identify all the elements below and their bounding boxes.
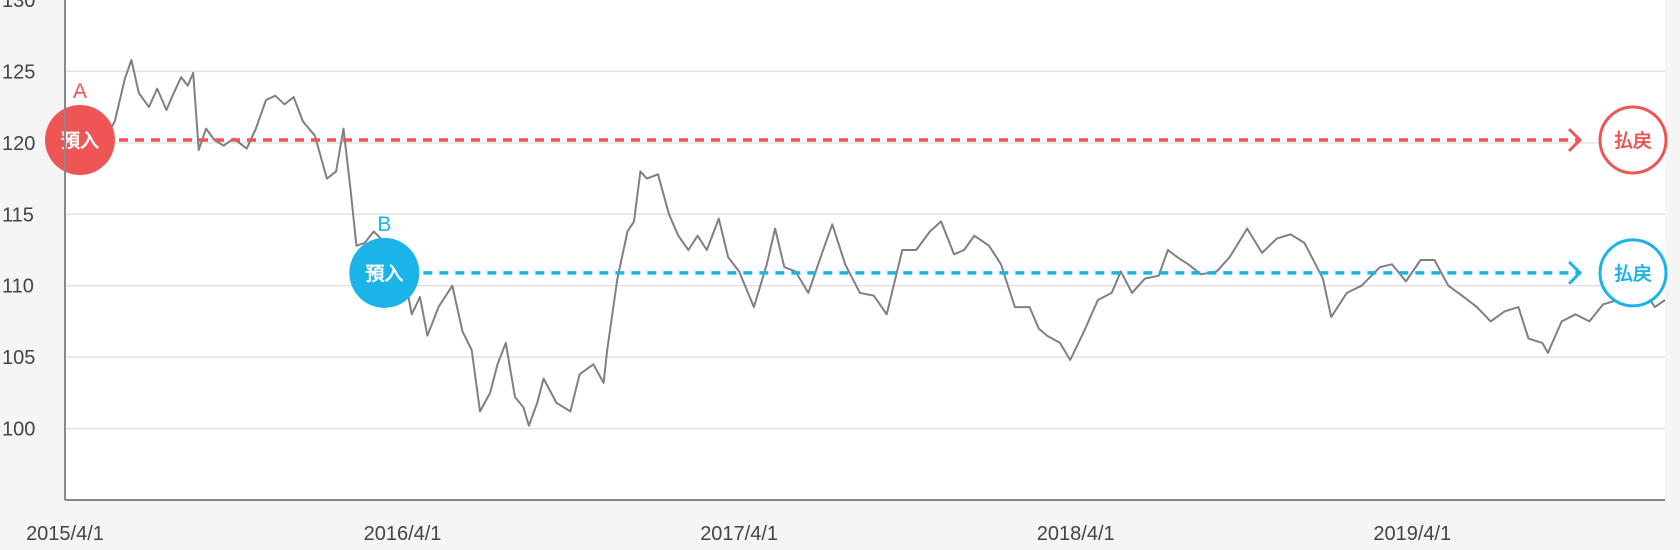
withdraw-circle — [1598, 238, 1668, 308]
x-tick-label: 2017/4/1 — [700, 523, 778, 545]
y-tick-label: 125 — [2, 61, 35, 83]
deposit-label: 預入 — [61, 130, 99, 152]
deposit-label: 預入 — [365, 263, 403, 285]
marker-b: 預入 B 払戻 — [349, 213, 1668, 308]
arrow-head-icon — [1568, 261, 1582, 285]
x-tick-label: 2019/4/1 — [1373, 523, 1451, 545]
x-tick-label: 2016/4/1 — [364, 523, 442, 545]
price-line — [64, 59, 1666, 427]
y-tick-label: 115 — [2, 204, 34, 226]
y-tick-label: 110 — [2, 276, 34, 298]
grid-lines — [65, 70, 1665, 430]
y-tick-label: 120 — [2, 133, 35, 155]
plot-area — [65, 0, 1665, 500]
y-tick-label: 100 — [2, 419, 35, 441]
x-axis-ticks: 2015/4/1 2016/4/1 2017/4/1 2018/4/1 2019/4/1 — [26, 523, 1451, 545]
marker-letter: A — [73, 80, 87, 103]
withdraw-label: 払戻 — [1614, 262, 1652, 285]
withdraw-label: 払戻 — [1614, 129, 1652, 152]
marker-letter: B — [377, 213, 391, 236]
x-tick-label: 2018/4/1 — [1037, 523, 1115, 545]
x-tick-label: 2015/4/1 — [26, 523, 104, 545]
marker-a: 預入 A 払戻 — [45, 80, 1668, 175]
deposit-circle — [45, 105, 115, 175]
withdraw-circle — [1598, 105, 1668, 175]
y-axis-ticks: 100 105 110 115 120 125 130 — [2, 0, 35, 441]
deposit-circle — [349, 237, 420, 308]
y-tick-label: 105 — [2, 347, 35, 369]
y-tick-label: 130 — [2, 0, 35, 12]
arrow-head-icon — [1568, 128, 1582, 152]
